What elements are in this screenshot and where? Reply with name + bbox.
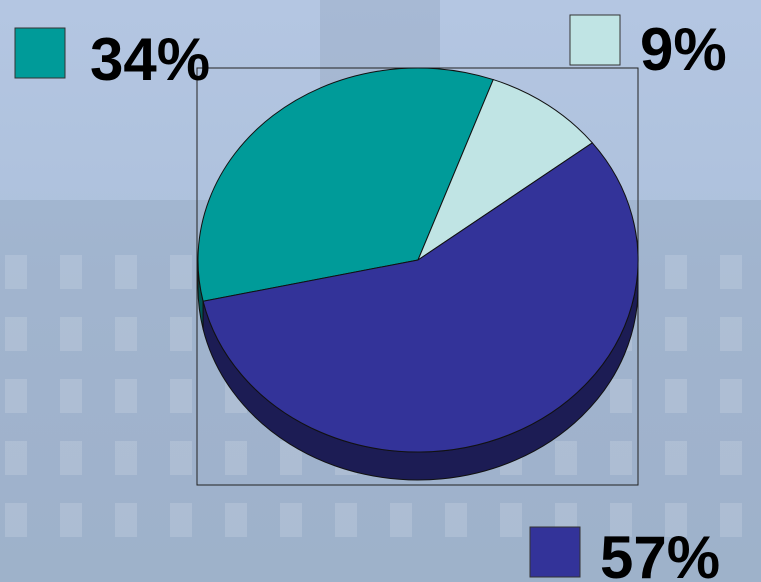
window — [5, 379, 27, 413]
window — [115, 503, 137, 537]
window — [610, 379, 632, 413]
value-label: 9% — [640, 16, 727, 83]
window — [720, 441, 742, 475]
window — [60, 255, 82, 289]
window — [170, 503, 192, 537]
window — [170, 379, 192, 413]
window — [5, 317, 27, 351]
window — [665, 503, 687, 537]
window — [720, 255, 742, 289]
window — [115, 317, 137, 351]
window — [115, 255, 137, 289]
window — [445, 503, 467, 537]
window — [170, 441, 192, 475]
window — [5, 503, 27, 537]
value-label: 34% — [90, 26, 210, 93]
value-label: 57% — [600, 524, 720, 582]
window — [60, 317, 82, 351]
legend-swatch — [569, 14, 621, 66]
window — [665, 379, 687, 413]
window — [665, 317, 687, 351]
window — [225, 503, 247, 537]
window — [335, 503, 357, 537]
window — [665, 441, 687, 475]
slice — [202, 142, 639, 453]
window — [5, 255, 27, 289]
window — [720, 317, 742, 351]
legend: 34% 9% 57% — [14, 14, 727, 582]
window — [555, 441, 577, 475]
window — [390, 503, 412, 537]
window — [610, 503, 632, 537]
window — [115, 441, 137, 475]
window — [610, 441, 632, 475]
window — [280, 441, 302, 475]
legend-swatch — [529, 526, 581, 578]
window — [170, 255, 192, 289]
pie — [197, 67, 639, 481]
window — [5, 441, 27, 475]
window — [500, 503, 522, 537]
slice — [197, 67, 494, 302]
window — [60, 503, 82, 537]
window — [60, 441, 82, 475]
window — [60, 379, 82, 413]
window — [225, 441, 247, 475]
window — [665, 255, 687, 289]
slice — [416, 78, 594, 262]
legend-swatch — [14, 27, 66, 79]
window — [170, 317, 192, 351]
window — [280, 503, 302, 537]
window — [720, 379, 742, 413]
window — [720, 503, 742, 537]
window — [115, 379, 137, 413]
